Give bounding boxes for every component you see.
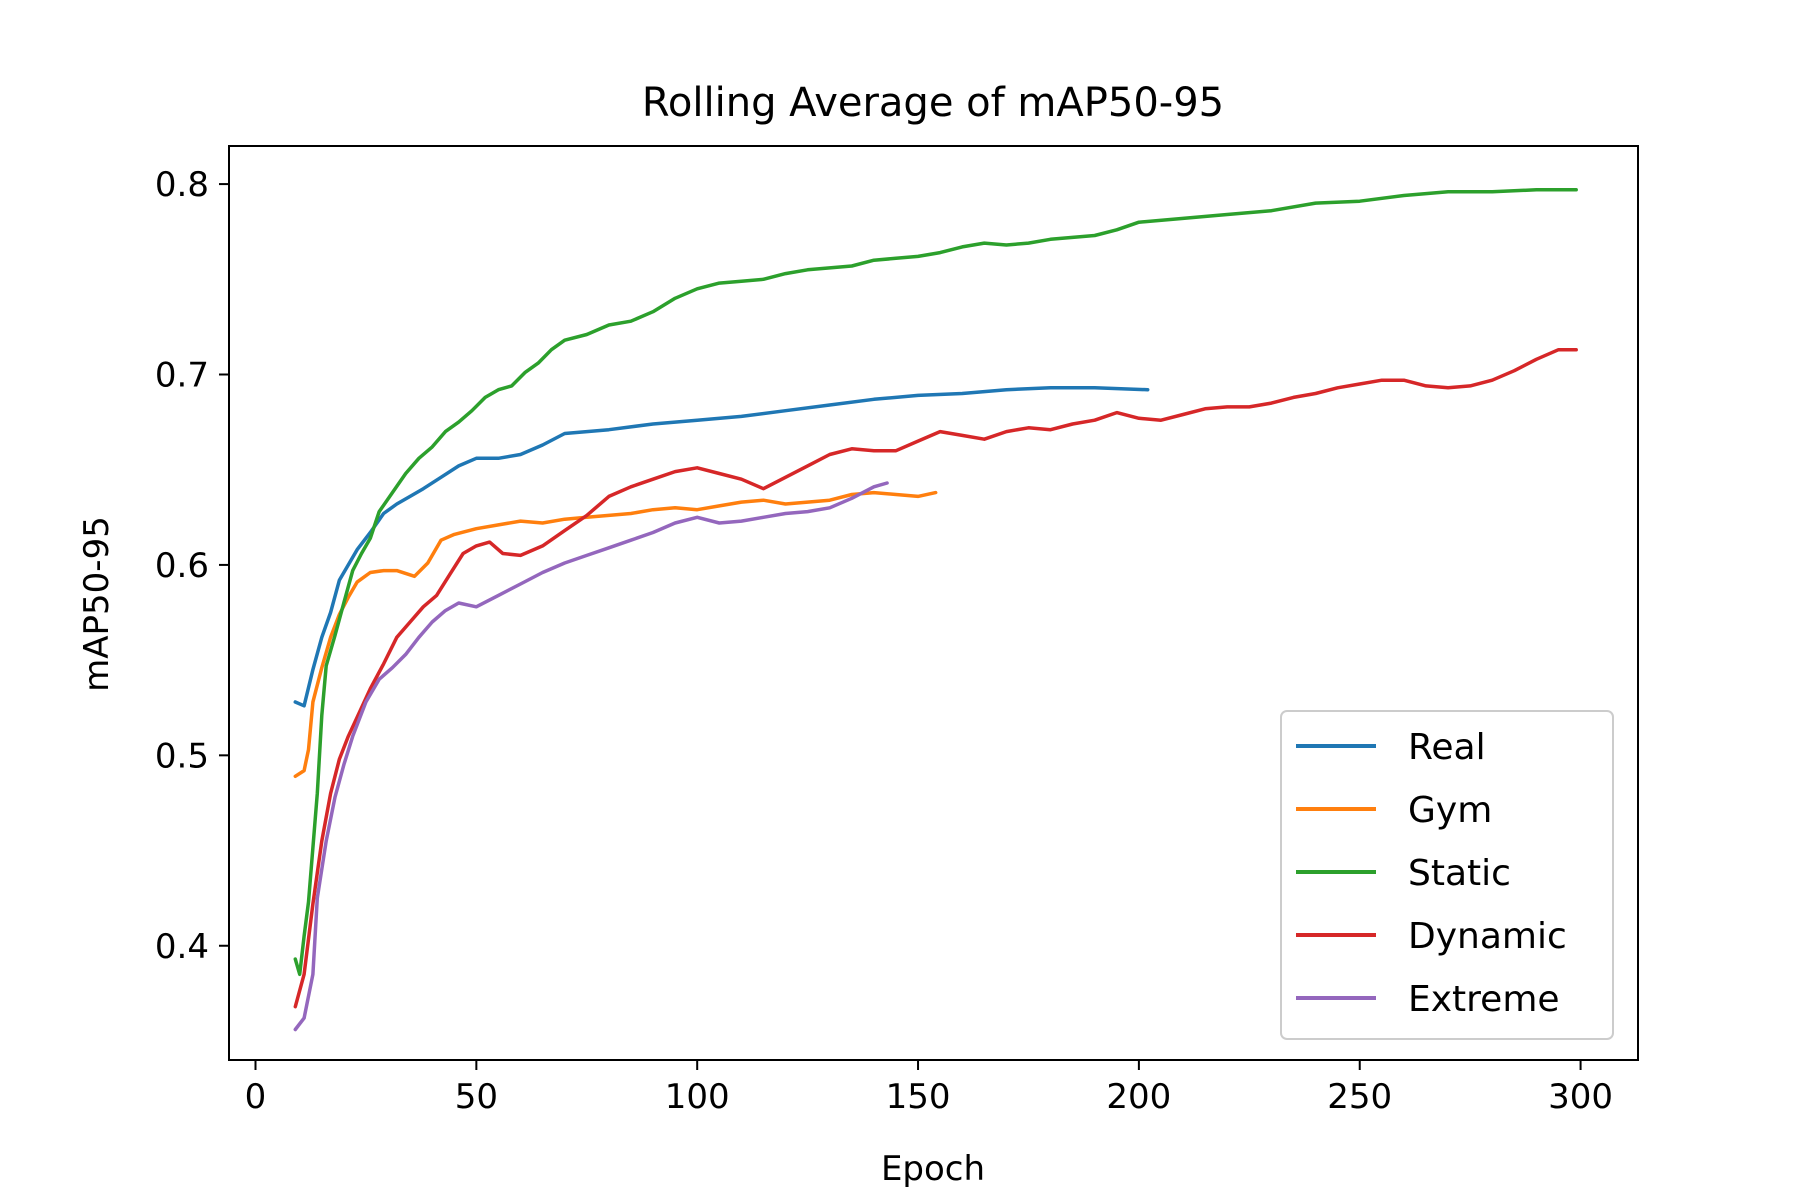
legend-label-extreme: Extreme xyxy=(1408,979,1560,1020)
y-tick-label: 0.8 xyxy=(155,165,209,205)
chart-title: Rolling Average of mAP50-95 xyxy=(642,80,1224,126)
legend-label-gym: Gym xyxy=(1408,790,1492,831)
series-line-extreme xyxy=(293,481,889,1032)
x-tick-label: 100 xyxy=(665,1077,730,1117)
legend-label-dynamic: Dynamic xyxy=(1408,916,1567,957)
legend-label-static: Static xyxy=(1408,853,1511,894)
y-tick-label: 0.6 xyxy=(155,546,209,586)
y-axis-label: mAP50-95 xyxy=(77,516,117,692)
x-axis-label: Epoch xyxy=(881,1149,985,1189)
y-tick-label: 0.5 xyxy=(155,736,209,776)
legend-box xyxy=(1280,710,1614,1040)
x-tick-label: 300 xyxy=(1548,1077,1613,1117)
x-tick-label: 50 xyxy=(455,1077,498,1117)
y-tick-label: 0.7 xyxy=(155,356,209,396)
series-group xyxy=(293,188,1578,1032)
y-tick-label: 0.4 xyxy=(155,927,209,967)
legend: Real Gym Static Dynamic Extreme xyxy=(1280,710,1614,1040)
series-line-static xyxy=(293,188,1578,977)
x-tick-label: 150 xyxy=(886,1077,951,1117)
series-line-dynamic xyxy=(293,347,1578,1009)
series-line-real xyxy=(293,386,1150,708)
x-tick-label: 250 xyxy=(1327,1077,1392,1117)
legend-label-real: Real xyxy=(1408,727,1486,768)
x-tick-label: 0 xyxy=(245,1077,267,1117)
plot-frame xyxy=(228,145,1639,1061)
plot-area xyxy=(228,145,1639,1061)
x-axis-ticks: 0 50 100 150 200 250 300 xyxy=(245,1060,1613,1117)
y-axis-ticks: 0.4 0.5 0.6 0.7 0.8 xyxy=(155,165,229,967)
x-tick-label: 200 xyxy=(1106,1077,1171,1117)
